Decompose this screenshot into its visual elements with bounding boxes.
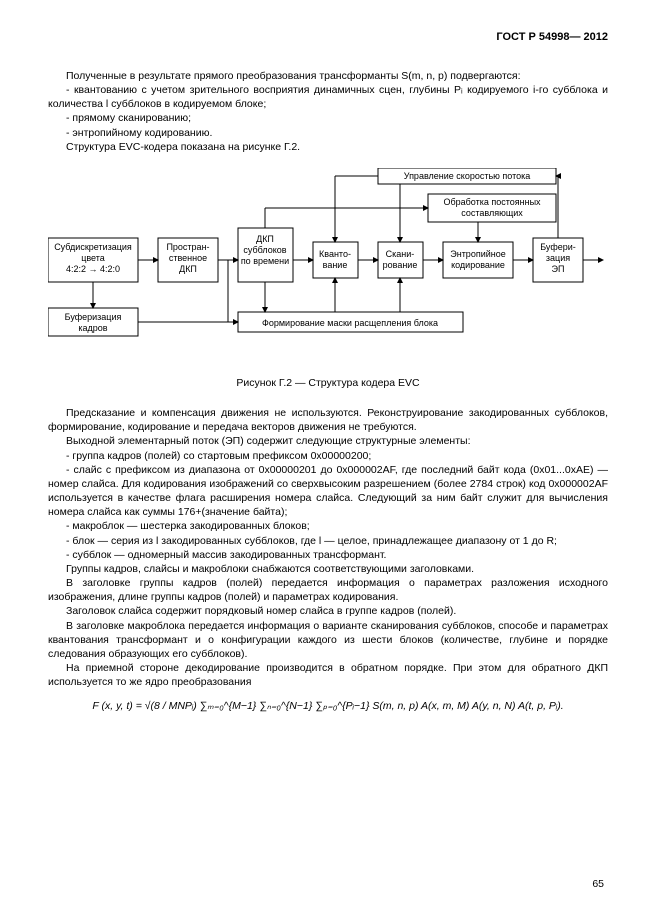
list-item: - квантованию с учетом зрительного воспр… [48, 83, 608, 111]
page-number: 65 [592, 877, 604, 891]
svg-text:Обработка постоянных: Обработка постоянных [443, 197, 541, 207]
svg-text:зация: зация [546, 253, 570, 263]
body-paragraph: В заголовке макроблока передается информ… [48, 619, 608, 662]
svg-text:цвета: цвета [81, 253, 105, 263]
document-page: ГОСТ Р 54998— 2012 Полученные в результа… [0, 0, 646, 913]
evc-encoder-diagram: Управление скоростью потока Обработка по… [48, 168, 608, 368]
svg-text:Кванто-: Кванто- [319, 249, 351, 259]
list-item: - прямому сканированию; [48, 111, 608, 125]
intro-paragraph: Полученные в результате прямого преобраз… [48, 69, 608, 83]
list-item: - слайс с префиксом из диапазона от 0x00… [48, 463, 608, 520]
list-item: - группа кадров (полей) со стартовым пре… [48, 449, 608, 463]
list-item: - макроблок — шестерка закодированных бл… [48, 519, 608, 533]
list-item: - энтропийному кодированию. [48, 126, 608, 140]
figure-caption: Рисунок Г.2 — Структура кодера EVC [48, 376, 608, 390]
svg-text:Буферизация: Буферизация [65, 312, 122, 322]
body-paragraph: Выходной элементарный поток (ЭП) содержи… [48, 434, 608, 448]
svg-text:рование: рование [383, 260, 418, 270]
svg-text:субблоков: субблоков [243, 245, 286, 255]
svg-text:Субдискретизация: Субдискретизация [54, 242, 132, 252]
svg-text:вание: вание [323, 260, 348, 270]
svg-text:Энтропийное: Энтропийное [450, 249, 505, 259]
svg-text:кадров: кадров [78, 323, 107, 333]
body-paragraph: Группы кадров, слайсы и макроблоки снабж… [48, 562, 608, 576]
svg-text:Формирование маски расщепления: Формирование маски расщепления блока [262, 318, 438, 328]
svg-text:кодирование: кодирование [451, 260, 505, 270]
body-paragraph: В заголовке группы кадров (полей) переда… [48, 576, 608, 604]
formula: F (x, y, t) = √(8 / MNPᵢ) ∑ₘ₌₀^{M−1} ∑ₙ₌… [48, 699, 608, 713]
svg-text:ЭП: ЭП [552, 264, 565, 274]
svg-text:Управление скоростью потока: Управление скоростью потока [404, 171, 531, 181]
body-paragraph: Заголовок слайса содержит порядковый ном… [48, 604, 608, 618]
svg-text:по времени: по времени [241, 256, 289, 266]
svg-text:Буфери-: Буфери- [540, 242, 576, 252]
list-item: - блок — серия из l закодированных суббл… [48, 534, 608, 548]
svg-text:Скани-: Скани- [386, 249, 415, 259]
struct-paragraph: Структура EVC-кодера показана на рисунке… [48, 140, 608, 154]
svg-text:ДКП: ДКП [179, 264, 197, 274]
list-item: - субблок — одномерный массив закодирова… [48, 548, 608, 562]
svg-text:составляющих: составляющих [461, 208, 523, 218]
body-paragraph: На приемной стороне декодирование произв… [48, 661, 608, 689]
body-paragraph: Предсказание и компенсация движения не и… [48, 406, 608, 434]
svg-text:4:2:2 → 4:2:0: 4:2:2 → 4:2:0 [66, 264, 120, 274]
document-header: ГОСТ Р 54998— 2012 [48, 30, 608, 45]
svg-text:Простран-: Простран- [166, 242, 209, 252]
svg-text:ДКП: ДКП [256, 234, 274, 244]
svg-text:ственное: ственное [169, 253, 207, 263]
